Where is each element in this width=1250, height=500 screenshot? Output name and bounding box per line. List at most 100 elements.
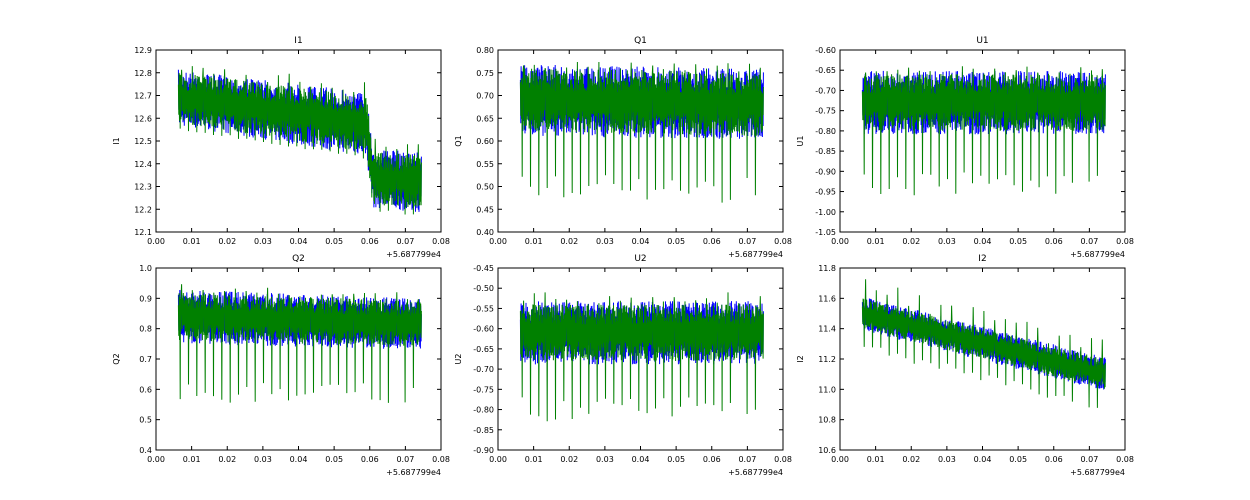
x-tick-label: 0.03 <box>254 237 272 246</box>
x-tick-label: 0.07 <box>396 237 414 246</box>
x-tick-label: 0.02 <box>218 237 236 246</box>
x-tick-label: 0.08 <box>1116 455 1134 464</box>
x-tick-label: 0.01 <box>183 237 201 246</box>
x-tick-label: 0.00 <box>831 237 849 246</box>
axes-frame <box>839 49 1126 233</box>
y-tick-label: 0.4 <box>139 446 152 455</box>
y-tick-label: 11.2 <box>818 355 836 364</box>
x-tick-label: 0.07 <box>396 455 414 464</box>
y-tick-label: -0.85 <box>815 147 836 156</box>
x-tick-label: 0.01 <box>525 237 543 246</box>
subplot-title: I1 <box>294 36 302 46</box>
y-tick-label: 12.3 <box>134 183 152 192</box>
x-tick-label: 0.08 <box>1116 237 1134 246</box>
subplot-title: Q1 <box>634 36 647 46</box>
y-tick-label: -0.45 <box>473 264 494 273</box>
y-tick-label: 12.6 <box>134 114 152 123</box>
y-tick-label: 0.65 <box>476 114 494 123</box>
y-tick-label: 0.50 <box>476 183 494 192</box>
x-tick-label: 0.03 <box>596 237 614 246</box>
series-green-line <box>177 284 422 403</box>
y-axis-label: U2 <box>454 354 463 365</box>
y-tick-label: -0.90 <box>473 446 494 455</box>
x-tick-label: 0.03 <box>596 455 614 464</box>
y-tick-label: -0.65 <box>815 66 836 75</box>
y-axis-label: Q2 <box>112 353 121 364</box>
y-tick-label: 10.6 <box>818 446 836 455</box>
subplot-i2: 0.00 0.01 0.02 0.03 0.04 0.05 0.06 0.07 0.08 10.6… <box>796 254 1134 477</box>
y-tick-label: -0.50 <box>473 284 494 293</box>
x-tick-label: 0.04 <box>632 237 650 246</box>
x-tick-label: 0.00 <box>147 455 165 464</box>
y-tick-label: 10.8 <box>818 416 836 425</box>
y-tick-label: 12.1 <box>134 228 152 237</box>
axes-frame <box>155 267 442 451</box>
y-tick-label: -0.85 <box>473 426 494 435</box>
x-tick-label: 0.01 <box>525 455 543 464</box>
x-tick-label: 0.05 <box>667 237 685 246</box>
y-tick-label: 12.2 <box>134 205 152 214</box>
y-tick-label: -0.70 <box>473 365 494 374</box>
y-tick-label: 0.75 <box>476 69 494 78</box>
x-tick-label: 0.05 <box>325 237 343 246</box>
x-tick-label: 0.06 <box>703 237 721 246</box>
y-tick-label: 0.5 <box>139 416 152 425</box>
x-offset-label: +5.687799e4 <box>386 250 441 259</box>
y-tick-label: -0.75 <box>815 107 836 116</box>
subplot-q1: 0.00 0.01 0.02 0.03 0.04 0.05 0.06 0.07 0.08 0.40… <box>454 36 792 259</box>
y-axis-label: I2 <box>796 355 805 362</box>
series-green-line <box>861 66 1106 196</box>
x-tick-label: 0.00 <box>147 237 165 246</box>
y-tick-label: -0.80 <box>815 127 836 136</box>
x-offset-label: +5.687799e4 <box>386 468 441 477</box>
y-tick-label: 12.7 <box>134 92 152 101</box>
y-tick-label: -0.65 <box>473 345 494 354</box>
y-tick-label: 12.8 <box>134 69 152 78</box>
x-tick-label: 0.04 <box>974 237 992 246</box>
x-tick-label: 0.07 <box>738 455 756 464</box>
subplot-q2: 0.00 0.01 0.02 0.03 0.04 0.05 0.06 0.07 0.08 0.4 0… <box>112 254 450 477</box>
y-tick-label: 12.4 <box>134 160 152 169</box>
y-tick-label: 0.55 <box>476 160 494 169</box>
x-tick-label: 0.04 <box>974 455 992 464</box>
x-tick-label: 0.01 <box>867 237 885 246</box>
x-tick-label: 0.01 <box>867 455 885 464</box>
x-tick-label: 0.04 <box>290 455 308 464</box>
subplot-title: I2 <box>978 254 986 264</box>
x-tick-label: 0.03 <box>938 455 956 464</box>
x-tick-label: 0.00 <box>831 455 849 464</box>
x-tick-label: 0.02 <box>902 455 920 464</box>
y-tick-label: -1.05 <box>815 228 836 237</box>
y-tick-label: 0.40 <box>476 228 494 237</box>
x-tick-label: 0.06 <box>361 455 379 464</box>
x-tick-label: 0.04 <box>632 455 650 464</box>
y-tick-label: -0.60 <box>473 325 494 334</box>
x-tick-label: 0.00 <box>489 455 507 464</box>
y-tick-label: -0.90 <box>815 167 836 176</box>
x-tick-label: 0.05 <box>325 455 343 464</box>
x-tick-label: 0.04 <box>290 237 308 246</box>
y-tick-label: 11.0 <box>818 385 836 394</box>
x-offset-label: +5.687799e4 <box>1070 468 1125 477</box>
subplot-u2: 0.00 0.01 0.02 0.03 0.04 0.05 0.06 0.07 0.08 -0.9… <box>454 254 792 477</box>
x-tick-label: 0.02 <box>560 237 578 246</box>
x-tick-label: 0.03 <box>938 237 956 246</box>
y-tick-label: 1.0 <box>139 264 152 273</box>
subplot-title: U2 <box>634 254 646 264</box>
x-tick-label: 0.08 <box>774 455 792 464</box>
y-tick-label: 0.9 <box>139 294 152 303</box>
x-tick-label: 0.07 <box>1080 455 1098 464</box>
x-tick-label: 0.05 <box>1009 455 1027 464</box>
x-tick-label: 0.03 <box>254 455 272 464</box>
x-tick-label: 0.02 <box>560 455 578 464</box>
y-tick-label: 11.4 <box>818 325 836 334</box>
x-tick-label: 0.06 <box>1045 455 1063 464</box>
y-tick-label: -0.80 <box>473 406 494 415</box>
y-tick-label: -0.55 <box>473 304 494 313</box>
x-tick-label: 0.06 <box>361 237 379 246</box>
x-tick-label: 0.06 <box>703 455 721 464</box>
series-green-line <box>177 66 422 215</box>
series-green-line <box>519 292 764 422</box>
y-tick-label: 0.70 <box>476 92 494 101</box>
x-tick-label: 0.02 <box>218 455 236 464</box>
